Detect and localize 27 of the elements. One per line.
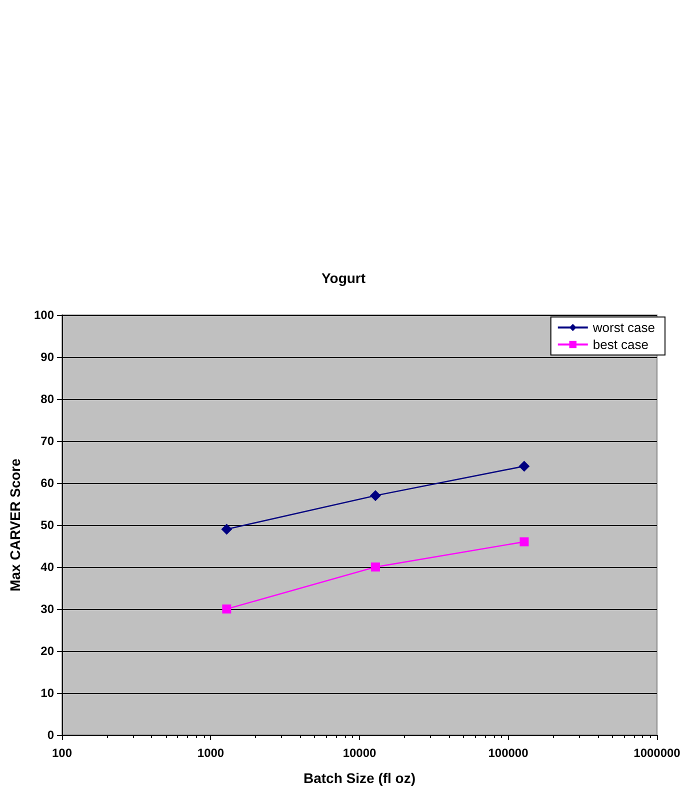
y-tick-label: 10	[40, 686, 54, 700]
y-tick-label: 90	[40, 350, 54, 364]
y-tick-label: 20	[40, 644, 54, 658]
y-tick-label: 50	[40, 518, 54, 532]
y-tick-label: 0	[47, 728, 54, 742]
legend-label: best case	[592, 337, 649, 352]
y-tick-label: 60	[40, 476, 54, 490]
y-tick-label: 30	[40, 602, 54, 616]
point	[520, 537, 529, 546]
y-tick-label: 40	[40, 560, 54, 574]
chart-title: Yogurt	[321, 270, 366, 286]
point	[370, 562, 380, 572]
legend-label: worst case	[592, 320, 656, 335]
y-axis-title: Max CARVER Score	[7, 458, 23, 592]
x-tick-label: 100	[52, 746, 72, 760]
x-tick-label: 100000	[488, 746, 529, 760]
x-tick-label: 10000	[342, 746, 377, 760]
y-tick-label: 80	[40, 392, 54, 406]
point	[518, 460, 530, 472]
point	[221, 524, 232, 535]
x-tick-label: 1000	[197, 746, 224, 760]
x-axis-title: Batch Size (fl oz)	[303, 770, 416, 786]
y-tick-label: 70	[40, 434, 54, 448]
point	[222, 604, 232, 614]
y-tick-label: 100	[34, 308, 54, 322]
point	[370, 490, 381, 502]
x-tick-label: 1000000	[634, 746, 681, 760]
